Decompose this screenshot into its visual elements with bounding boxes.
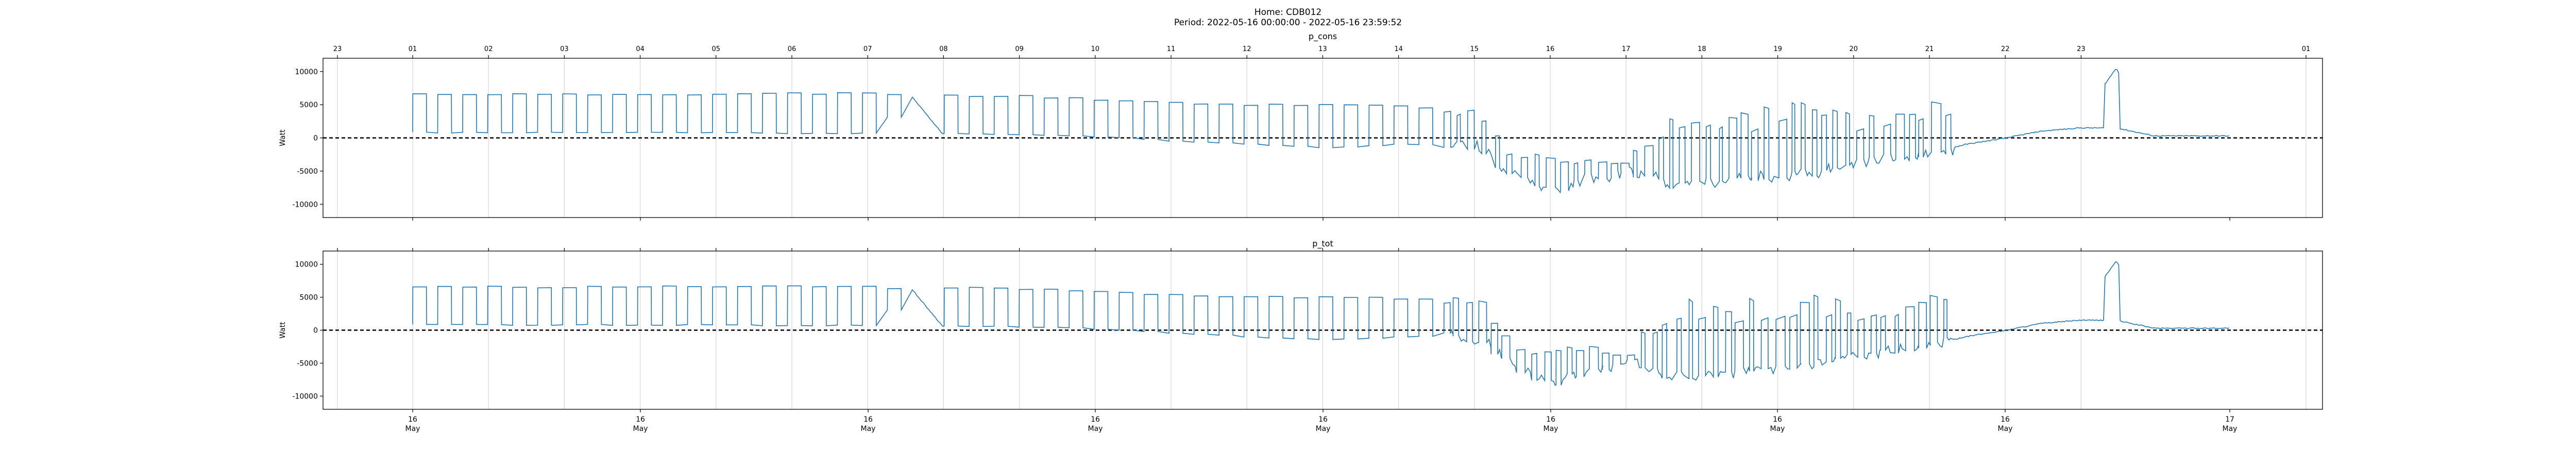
date-tick-month: May: [1088, 425, 1103, 433]
date-tick-month: May: [861, 425, 876, 433]
date-tick-month: May: [1998, 425, 2013, 433]
date-tick-day: 16: [1773, 415, 1782, 424]
hour-tick-label: 09: [1015, 45, 1024, 53]
y-tick-label: 10000: [295, 68, 318, 76]
subplot-title: p_cons: [1309, 31, 1337, 42]
date-tick-day: 16: [1546, 415, 1555, 424]
date-tick-month: May: [1770, 425, 1785, 433]
y-axis-label: Watt: [279, 322, 287, 339]
subplot-p_tot: -10000-50000500010000Wattp_tot16May16May…: [279, 239, 2323, 433]
hour-tick-label: 01: [409, 45, 417, 53]
date-tick-day: 16: [2001, 415, 2010, 424]
y-tick-label: -10000: [292, 392, 318, 401]
y-tick-label: -5000: [297, 168, 318, 176]
y-tick-label: 0: [313, 327, 318, 335]
y-tick-label: 0: [313, 135, 318, 143]
y-tick-label: -5000: [297, 359, 318, 368]
y-tick-label: 10000: [295, 261, 318, 269]
date-tick-month: May: [1316, 425, 1331, 433]
hour-tick-label: 19: [1773, 45, 1782, 53]
series-line-p_cons: [412, 69, 2230, 194]
hour-tick-label: 05: [712, 45, 721, 53]
series-line-p_tot: [412, 261, 2230, 386]
figure-period: Period: 2022-05-16 00:00:00 - 2022-05-16…: [1174, 18, 1402, 28]
hour-tick-label: 16: [1546, 45, 1555, 53]
subplot-p_cons: -10000 -5000 0 5000 10000 Watt p_cons 23 01 02 03 0…: [279, 31, 2323, 221]
hour-tick-label: 22: [2001, 45, 2010, 53]
hour-tick-label: 07: [863, 45, 872, 53]
hour-tick-label: 20: [1850, 45, 1858, 53]
hour-tick-label: 23: [2077, 45, 2086, 53]
date-tick-day: 17: [2225, 415, 2234, 424]
hour-tick-label: 10: [1091, 45, 1100, 53]
hour-tick-label: 02: [484, 45, 493, 53]
hour-tick-label: 03: [560, 45, 569, 53]
date-tick-day: 16: [1318, 415, 1328, 424]
hour-tick-label: 11: [1167, 45, 1176, 53]
date-tick-month: May: [633, 425, 648, 433]
hour-tick-label: 01: [2302, 45, 2311, 53]
date-tick-day: 16: [636, 415, 645, 424]
y-axis-label: Watt: [279, 129, 287, 146]
date-tick-day: 16: [1091, 415, 1100, 424]
hour-tick-label: 06: [788, 45, 796, 53]
hour-tick-label: 21: [1925, 45, 1934, 53]
hour-tick-label: 17: [1622, 45, 1631, 53]
date-tick-month: May: [405, 425, 420, 433]
figure-title: Home: CDB012: [1254, 7, 1322, 18]
hour-tick-label: 14: [1394, 45, 1403, 53]
date-tick-month: May: [1544, 425, 1558, 433]
date-tick-day: 16: [863, 415, 873, 424]
y-tick-label: -10000: [292, 201, 318, 209]
y-tick-label: 5000: [299, 294, 318, 302]
y-tick-label: 5000: [299, 101, 318, 109]
hour-tick-label: 08: [939, 45, 948, 53]
hour-tick-label: 18: [1698, 45, 1706, 53]
hour-tick-label: 15: [1470, 45, 1479, 53]
hour-tick-label: 13: [1318, 45, 1327, 53]
hour-tick-label: 23: [333, 45, 342, 53]
date-tick-day: 16: [408, 415, 417, 424]
hour-tick-label: 12: [1243, 45, 1251, 53]
hour-tick-label: 04: [636, 45, 645, 53]
date-tick-month: May: [2223, 425, 2238, 433]
subplot-title: p_tot: [1312, 239, 1333, 249]
